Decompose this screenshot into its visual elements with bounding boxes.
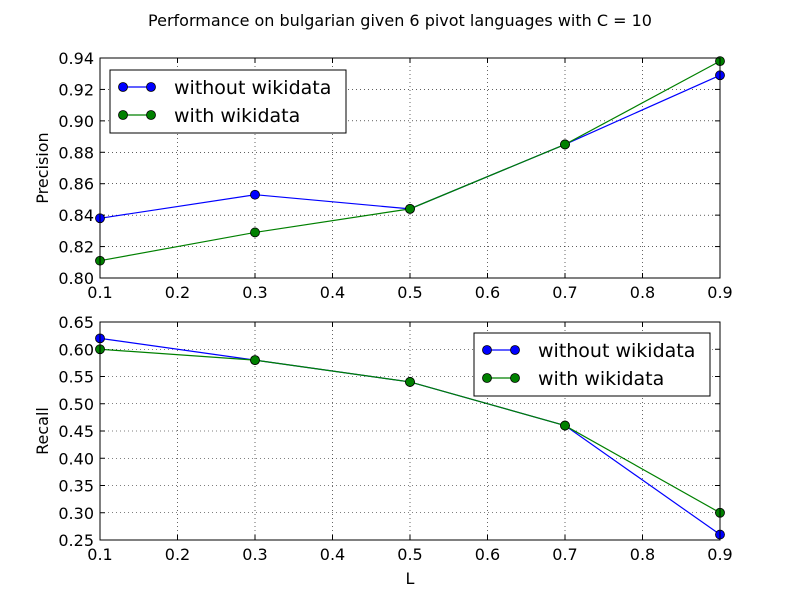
x-tick-label: 0.1	[87, 545, 112, 564]
legend-label: with wikidata	[174, 105, 300, 127]
legend-label: with wikidata	[538, 368, 664, 390]
data-point	[560, 139, 570, 150]
y-tick-label: 0.65	[58, 313, 94, 332]
y-tick-label: 0.82	[58, 238, 94, 257]
x-tick-label: 0.2	[165, 545, 190, 564]
legend-box	[109, 69, 347, 134]
axes-frame	[99, 321, 721, 541]
data-point	[405, 203, 415, 214]
data-point	[250, 355, 260, 366]
legend-box	[473, 332, 711, 397]
legend-label: without wikidata	[174, 77, 331, 99]
y-tick-label: 0.80	[58, 269, 94, 288]
x-tick-label: 0.9	[707, 283, 732, 302]
x-tick-label: 0.5	[397, 545, 422, 564]
y-tick-label: 0.92	[58, 80, 94, 99]
x-tick-label: 0.3	[242, 283, 267, 302]
y-tick-label: 0.60	[58, 340, 94, 359]
x-tick-label: 0.1	[87, 283, 112, 302]
data-point	[405, 377, 415, 387]
legend-marker	[146, 82, 156, 92]
x-tick-label: 0.6	[475, 545, 500, 564]
legend-label: without wikidata	[538, 340, 695, 362]
legend-marker	[510, 373, 520, 383]
x-tick-label: 0.2	[165, 283, 190, 302]
x-tick-label: 0.7	[552, 545, 577, 564]
legend-marker	[118, 110, 128, 120]
subplot-recall: 0.1 0.2 0.3 0.4 0.5 0.6 0.7 0.8 0.9 0.25 0.30 0.35 0…	[33, 313, 733, 588]
legend: without wikidata with wikidata	[473, 332, 711, 397]
data-point	[250, 227, 260, 238]
y-tick-label: 0.50	[58, 395, 94, 414]
legend-marker	[118, 82, 128, 92]
x-tick-label: 0.4	[320, 283, 345, 302]
legend-marker	[482, 345, 492, 355]
y-axis-label: Recall	[33, 407, 52, 455]
x-tick-label: 0.4	[320, 545, 345, 564]
y-tick-label: 0.88	[58, 143, 94, 162]
legend: without wikidata with wikidata	[109, 69, 347, 134]
figure-title: Performance on bulgarian given 6 pivot l…	[148, 11, 652, 30]
y-axis-label: Precision	[33, 132, 52, 203]
data-point	[560, 420, 570, 431]
data-point	[250, 189, 260, 200]
y-tick-label: 0.45	[58, 422, 94, 441]
x-tick-label: 0.9	[707, 545, 732, 564]
y-tick-label: 0.40	[58, 449, 94, 468]
x-tick-label: 0.6	[475, 283, 500, 302]
y-tick-label: 0.84	[58, 206, 94, 225]
legend-marker	[146, 110, 156, 120]
x-tick-label: 0.3	[242, 545, 267, 564]
legend-marker	[482, 373, 492, 383]
axes-frame	[99, 57, 721, 279]
y-tick-label: 0.30	[58, 504, 94, 523]
y-tick-label: 0.94	[58, 49, 94, 68]
y-tick-label: 0.90	[58, 112, 94, 131]
legend-marker	[510, 345, 520, 355]
y-tick-label: 0.55	[58, 368, 94, 387]
y-tick-label: 0.86	[58, 175, 94, 194]
x-tick-label: 0.8	[630, 283, 655, 302]
x-tick-label: 0.8	[630, 545, 655, 564]
x-axis-label: L	[406, 569, 415, 588]
x-tick-label: 0.5	[397, 283, 422, 302]
y-tick-label: 0.35	[58, 477, 94, 496]
x-tick-label: 0.7	[552, 283, 577, 302]
y-tick-label: 0.25	[58, 531, 94, 550]
subplot-precision: 0.1 0.2 0.3 0.4 0.5 0.6 0.7 0.8 0.9 0.80 0.82 0.84 0…	[33, 49, 733, 302]
